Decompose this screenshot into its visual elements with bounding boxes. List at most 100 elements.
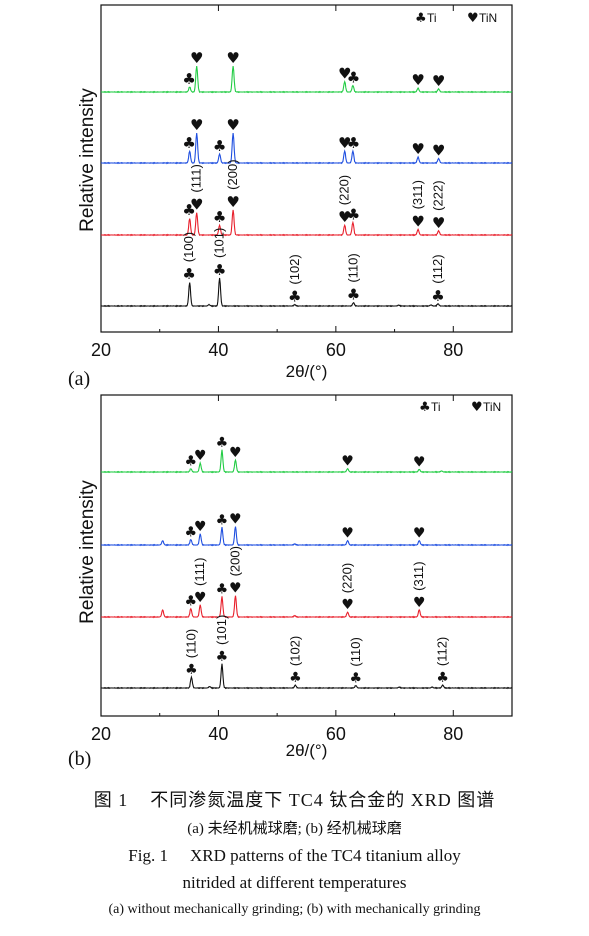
caption-zh-figure-number: 图 1: [93, 790, 129, 810]
peak-phase-symbol: ♣: [216, 512, 229, 528]
peak-hkl-label: (222): [431, 180, 446, 210]
caption-en-figure-number: Fig. 1: [128, 846, 168, 865]
peak-phase-symbol: ♥: [229, 511, 242, 527]
series-label: 850 ℃: [115, 0, 158, 3]
peak-phase-symbol: ♥: [411, 212, 424, 230]
peak-phase-symbol: ♥: [226, 116, 239, 134]
peak-phase-symbol: ♣: [350, 671, 363, 687]
y-axis-label: Relative intensity: [77, 88, 98, 232]
x-tick-label: 20: [91, 340, 111, 360]
peak-phase-symbol: ♥: [226, 193, 239, 211]
peak-phase-symbol: ♥: [413, 595, 426, 611]
peak-phase-symbol: ♥: [341, 526, 354, 542]
caption-zh-title-text: 不同渗氮温度下 TC4 钛合金的 XRD 图谱: [150, 790, 496, 810]
legend-entry: TiN: [479, 11, 497, 25]
peak-phase-symbol: ♣: [288, 288, 301, 306]
peak-phase-symbol: ♣: [185, 454, 198, 470]
series-label: 850 ℃: [115, 0, 158, 3]
legend: ♣ Ti ♥ TiN: [419, 400, 501, 415]
peak-phase-symbol: ♣: [431, 287, 444, 305]
peak-hkl-label: (311): [410, 180, 425, 209]
series-line: [100, 133, 513, 165]
peak-hkl-label: (101): [214, 615, 229, 645]
peak-phase-symbol: ♣: [185, 594, 198, 610]
caption-zh-title: 图 1 不同渗氮温度下 TC4 钛合金的 XRD 图谱: [0, 786, 589, 812]
legend-entry: Ti: [431, 400, 441, 414]
peak-phase-symbol: ♥: [338, 208, 351, 226]
peak-hkl-label: (311): [411, 561, 426, 590]
peak-phase-symbol: ♣: [182, 265, 195, 283]
x-tick-label: 60: [326, 724, 346, 744]
peak-hkl-label: (200): [225, 159, 240, 189]
peak-hkl-label: (111): [189, 164, 204, 192]
peak-phase-symbol: ♣: [213, 208, 226, 226]
legend-symbol: ♥: [467, 11, 479, 26]
peak-phase-symbol: ♥: [229, 580, 242, 596]
peak-phase-symbol: ♣: [216, 582, 229, 598]
peak-phase-symbol: ♥: [411, 140, 424, 158]
peak-phase-symbol: ♣: [289, 670, 302, 686]
legend-entry: TiN: [483, 400, 501, 414]
legend-symbol: ♣: [419, 400, 431, 415]
peak-hkl-label: (112): [430, 254, 445, 283]
peak-phase-symbol: ♣: [185, 662, 198, 678]
peak-phase-symbol: ♥: [338, 134, 351, 152]
x-tick-label: 40: [208, 340, 228, 360]
plot-frame: [100, 394, 513, 717]
peak-hkl-label: (101): [212, 228, 227, 258]
y-axis-label: Relative intensity: [77, 480, 98, 624]
x-tick-label: 60: [326, 340, 346, 360]
series-line: [100, 209, 513, 237]
peak-hkl-label: (111): [192, 558, 207, 586]
panel-label: (b): [68, 748, 91, 770]
peak-hkl-label: (110): [348, 637, 363, 666]
peak-phase-symbol: ♣: [213, 261, 226, 279]
peak-phase-symbol: ♣: [347, 205, 360, 223]
caption-en-subtitle: (a) without mechanically grinding; (b) w…: [108, 902, 481, 917]
series-label: 900 ℃: [115, 0, 158, 3]
peak-phase-symbol: ♥: [190, 196, 203, 214]
legend-symbol: ♥: [471, 400, 483, 415]
series-line: [100, 663, 513, 690]
series-line: [100, 595, 513, 619]
peak-phase-symbol: ♥: [341, 454, 354, 470]
caption-en-title: Fig. 1 XRD patterns of the TC4 titanium a…: [0, 846, 589, 866]
caption-zh-subtitle: (a) 未经机械球磨; (b) 经机械球磨: [187, 821, 402, 837]
peak-phase-symbol: ♣: [213, 137, 226, 155]
peak-phase-symbol: ♥: [190, 49, 203, 67]
series-label: 800 ℃: [115, 0, 158, 3]
peak-phase-symbol: ♥: [194, 448, 207, 464]
series-line: [100, 449, 513, 474]
peak-phase-symbol: ♣: [182, 70, 195, 88]
peak-phase-symbol: ♥: [229, 445, 242, 461]
peak-phase-symbol: ♥: [413, 454, 426, 470]
peak-phase-symbol: ♥: [411, 71, 424, 89]
peak-hkl-label: (102): [287, 254, 302, 284]
peak-hkl-label: (220): [340, 563, 355, 593]
peak-phase-symbol: ♥: [194, 590, 207, 606]
x-tick-label: 80: [443, 340, 463, 360]
legend: ♣ Ti ♥ TiN: [415, 11, 497, 26]
peak-phase-symbol: ♥: [194, 519, 207, 535]
peak-phase-symbol: ♥: [338, 65, 351, 83]
peak-phase-symbol: ♥: [226, 49, 239, 67]
peak-phase-symbol: ♣: [182, 134, 195, 152]
peak-hkl-label: (102): [287, 636, 302, 666]
caption-en-title-line-2: nitrided at different temperatures: [182, 873, 407, 892]
peak-phase-symbol: ♥: [190, 116, 203, 134]
legend-entry: Ti: [427, 11, 437, 25]
x-axis-label: 2θ/(°): [286, 741, 328, 760]
x-tick-label: 80: [443, 724, 463, 744]
x-axis-label: 2θ/(°): [286, 362, 328, 381]
peak-phase-symbol: ♥: [432, 72, 445, 90]
peak-hkl-label: (200): [227, 546, 242, 576]
series-line: [100, 526, 513, 547]
peak-hkl-label: (112): [435, 637, 450, 666]
peak-phase-symbol: ♣: [347, 134, 360, 152]
peak-phase-symbol: ♣: [347, 286, 360, 304]
peak-phase-symbol: ♥: [413, 526, 426, 542]
peak-phase-symbol: ♣: [216, 649, 229, 665]
peak-hkl-label: (100): [181, 232, 196, 262]
